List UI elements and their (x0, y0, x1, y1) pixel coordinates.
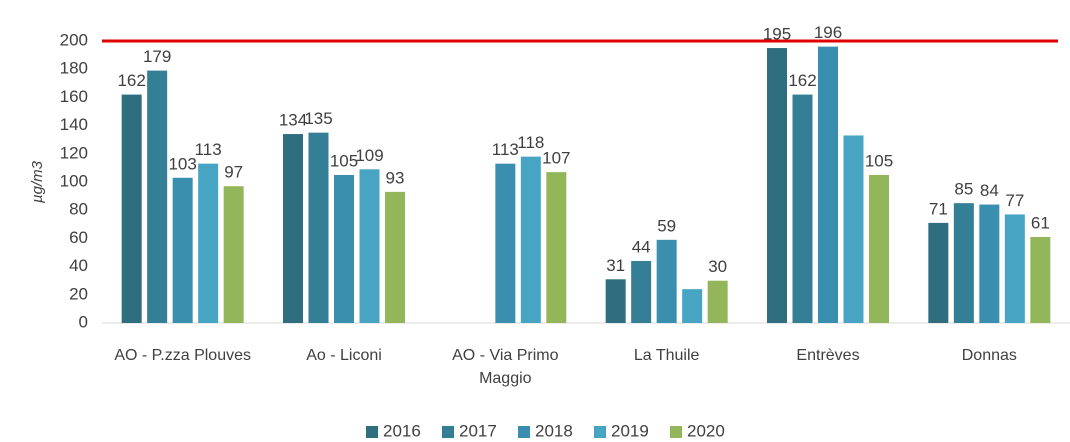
legend-swatch (366, 426, 378, 438)
bar (283, 134, 303, 323)
y-tick-label: 180 (60, 59, 88, 78)
bar (308, 132, 329, 323)
value-label: 113 (492, 140, 519, 159)
value-label: 105 (865, 151, 893, 170)
x-tick-label: Entrèves (796, 347, 860, 364)
bar (869, 174, 889, 323)
value-label: 31 (606, 256, 625, 275)
bar (656, 239, 677, 323)
value-label: 59 (657, 216, 676, 235)
x-tick-label: La Thuile (633, 347, 700, 364)
bar (928, 222, 949, 323)
x-tick-label: Donnas (961, 347, 1017, 364)
value-label: 162 (117, 71, 145, 90)
value-label: 103 (168, 154, 196, 173)
y-tick-label: 80 (69, 200, 88, 219)
y-tick-label: 120 (60, 143, 88, 162)
bar (147, 70, 168, 323)
y-tick-label: 100 (60, 171, 88, 190)
value-label: 134 (279, 111, 307, 130)
value-label: 85 (954, 180, 973, 199)
y-tick-label: 60 (69, 228, 88, 247)
bar (334, 174, 354, 323)
bar (843, 135, 864, 323)
legend-label: 2019 (611, 421, 649, 440)
bar (546, 172, 567, 323)
y-tick-label: 160 (60, 87, 88, 106)
value-label: 84 (980, 181, 999, 200)
bar (121, 94, 142, 323)
bar (359, 169, 380, 323)
bar (1004, 214, 1025, 323)
legend-swatch (594, 426, 606, 438)
x-tick-label: AO - Via Primo Maggio (452, 347, 559, 387)
y-tick-label: 40 (69, 256, 88, 275)
bar (385, 191, 405, 323)
legend-swatch (518, 426, 530, 438)
value-label: 30 (708, 257, 727, 276)
value-label: 179 (143, 47, 171, 66)
bar (792, 94, 813, 323)
legend-label: 2018 (535, 421, 573, 440)
bar (707, 280, 728, 323)
value-label: 162 (788, 71, 816, 90)
bar (198, 163, 219, 323)
legend-label: 2016 (383, 421, 421, 440)
bar (953, 203, 974, 323)
y-tick-label: 0 (79, 312, 88, 331)
bar (682, 289, 703, 323)
value-label: 196 (814, 23, 842, 42)
legend-swatch (670, 426, 682, 438)
value-label: 107 (542, 149, 570, 168)
y-tick-label: 140 (60, 115, 88, 134)
bar (223, 186, 244, 323)
value-label: 97 (224, 163, 243, 182)
bar (520, 156, 541, 323)
y-axis-label: µg/m3 (29, 160, 46, 203)
x-tick-label: Ao - Liconi (306, 347, 382, 364)
bar (1030, 236, 1051, 323)
value-label: 61 (1031, 213, 1050, 232)
bar (605, 279, 626, 323)
value-label: 195 (763, 25, 791, 44)
value-label: 109 (355, 146, 383, 165)
value-label: 71 (929, 199, 948, 218)
value-label: 135 (304, 109, 332, 128)
y-tick-label: 200 (60, 30, 88, 49)
bar (979, 204, 1000, 323)
legend-label: 2020 (687, 421, 725, 440)
value-label: 105 (330, 151, 358, 170)
value-label: 113 (195, 140, 222, 159)
legend-label: 2017 (459, 421, 497, 440)
bar (631, 260, 652, 323)
legend-swatch (442, 426, 454, 438)
value-label: 44 (632, 237, 651, 256)
value-label: 77 (1005, 191, 1024, 210)
bar (495, 163, 516, 323)
x-tick-label: AO - P.zza Plouves (114, 347, 251, 364)
bar (767, 48, 787, 324)
value-label: 93 (386, 168, 405, 187)
bar (172, 177, 193, 323)
bar (818, 46, 838, 323)
y-tick-label: 20 (69, 284, 88, 303)
value-label: 118 (517, 133, 544, 152)
